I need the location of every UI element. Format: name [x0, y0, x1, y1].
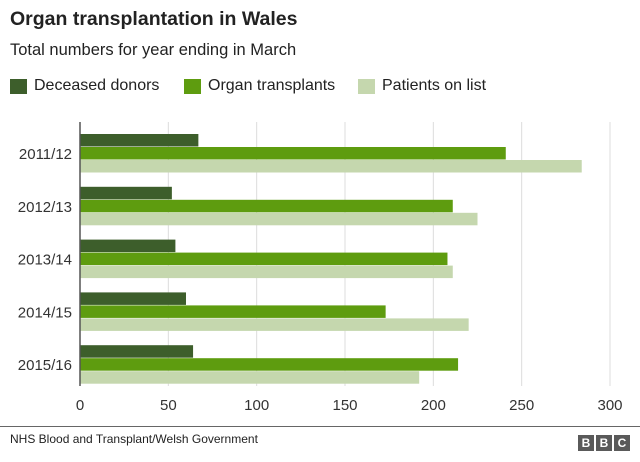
y-category-label: 2012/13 [18, 199, 72, 216]
bbc-logo-letter: B [578, 435, 594, 451]
bar-patients-on-list [80, 318, 469, 331]
x-tick-label: 300 [597, 397, 622, 414]
bar-patients-on-list [80, 212, 478, 226]
legend-swatch-organ-transplants [184, 79, 201, 94]
y-category-label: 2015/16 [18, 357, 72, 374]
x-tick-label: 200 [421, 397, 446, 414]
x-tick-label: 100 [244, 397, 269, 414]
bar-deceased-donors [80, 292, 186, 305]
axes: 0 50 100 150 200 250 300 2011/12 2012/13 2013/14 2… [18, 122, 623, 414]
x-tick-label: 150 [332, 397, 357, 414]
bar-organ-transplants [80, 252, 448, 266]
legend-label-organ-transplants: Organ transplants [208, 77, 336, 94]
x-tick-label: 250 [509, 397, 534, 414]
x-tick-label: 50 [160, 397, 177, 414]
bbc-logo-letter: C [614, 435, 630, 451]
x-tick-label: 0 [76, 397, 84, 414]
bar-deceased-donors [80, 186, 172, 200]
legend-swatch-deceased-donors [10, 79, 27, 94]
bar-organ-transplants [80, 199, 453, 213]
bar-patients-on-list [80, 371, 420, 384]
y-category-label: 2013/14 [18, 252, 72, 269]
legend-label-deceased-donors: Deceased donors [34, 77, 160, 94]
bar-organ-transplants [80, 147, 506, 160]
y-category-label: 2014/15 [18, 304, 72, 321]
bar-chart: 0 50 100 150 200 250 300 2011/12 2012/13 2013/14 2… [18, 122, 623, 414]
source-note: NHS Blood and Transplant/Welsh Governmen… [10, 432, 258, 446]
y-category-label: 2011/12 [19, 146, 72, 163]
chart-subtitle: Total numbers for year ending in March [10, 41, 297, 59]
bar-deceased-donors [80, 239, 176, 253]
legend-swatch-patients-on-list [358, 79, 375, 94]
bars [80, 134, 582, 384]
bar-organ-transplants [80, 305, 386, 318]
footer-divider [0, 426, 640, 427]
bar-deceased-donors [80, 345, 194, 358]
bar-deceased-donors [80, 134, 199, 147]
legend: Deceased donors Organ transplants Patien… [10, 76, 630, 98]
chart-title: Organ transplantation in Wales [10, 8, 298, 30]
bar-patients-on-list [80, 160, 582, 173]
legend-label-patients-on-list: Patients on list [382, 77, 487, 94]
bbc-logo-letter: B [596, 435, 612, 451]
bar-organ-transplants [80, 358, 459, 371]
bar-patients-on-list [80, 265, 453, 279]
